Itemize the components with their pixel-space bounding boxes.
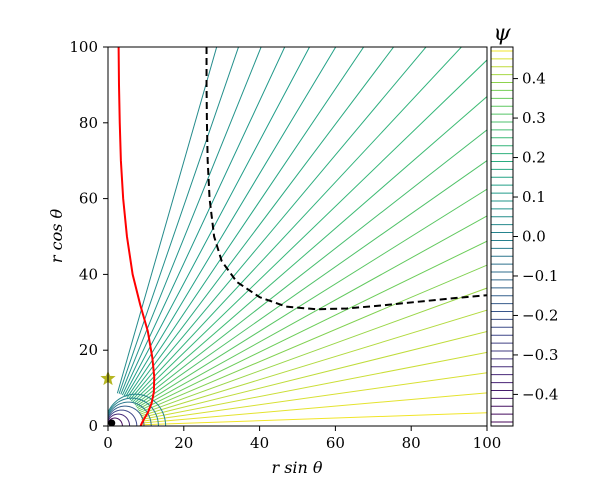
contour-line — [132, 59, 487, 403]
contour-line — [142, 412, 487, 426]
contour-line — [141, 351, 487, 420]
contour-line — [129, 47, 427, 401]
contour-line — [140, 330, 487, 419]
contour-line — [130, 47, 463, 402]
contour-line — [125, 47, 337, 398]
x-axis: 0 20 40 60 80 100 — [103, 426, 501, 452]
colorbar-frame — [490, 46, 514, 427]
contour-loop — [108, 409, 138, 426]
y-axis: 0 20 40 60 80 100 — [69, 38, 108, 435]
origin-marker — [108, 419, 116, 427]
contour-line — [134, 129, 487, 406]
contour-line — [133, 95, 487, 404]
colorbar-tick-label: −0.2 — [522, 306, 558, 324]
contour-line — [137, 215, 487, 410]
y-tick-label: 40 — [79, 265, 98, 283]
red-curve-line — [117, 47, 156, 426]
contour-line — [135, 160, 487, 407]
contour-line — [120, 47, 262, 395]
contour-line — [139, 287, 487, 415]
x-tick-label: 80 — [402, 434, 421, 452]
contour-loop — [108, 405, 145, 426]
contour-line — [136, 188, 487, 409]
colorbar: 0.4 0.3 0.2 0.1 0.0 −0.1 −0.2 −0.3 −0.4 — [490, 46, 558, 427]
dashed-boundary-line — [205, 47, 487, 311]
contour-line — [141, 372, 487, 422]
colorbar-tick-label: −0.4 — [522, 385, 558, 403]
x-tick-label: 20 — [174, 434, 193, 452]
contour-loop — [108, 397, 159, 426]
colorbar-tick-label: −0.3 — [522, 346, 558, 364]
x-axis-label: r sin θ — [271, 458, 322, 477]
colorbar-tick-label: 0.3 — [522, 109, 546, 127]
x-tick-label: 100 — [473, 434, 502, 452]
y-tick-label: 60 — [79, 190, 98, 208]
y-axis-label: r cos θ — [47, 209, 66, 264]
contour-line — [138, 240, 487, 412]
contour-line — [123, 47, 311, 397]
contour-line — [141, 392, 487, 424]
colorbar-title: ψ — [493, 21, 511, 46]
x-tick-label: 40 — [250, 434, 269, 452]
x-tick-label: 60 — [326, 434, 345, 452]
colorbar-tick-label: 0.0 — [522, 228, 546, 246]
colorbar-tick-label: −0.1 — [522, 267, 558, 285]
x-tick-label: 0 — [103, 434, 113, 452]
colorbar-tick-label: 0.4 — [522, 70, 546, 88]
y-tick-label: 0 — [88, 417, 98, 435]
contour-loop — [108, 393, 167, 426]
contour-line — [118, 47, 240, 394]
contour-line — [126, 47, 365, 399]
y-tick-label: 80 — [79, 114, 98, 132]
contour-line — [121, 47, 286, 396]
series-layer — [117, 47, 487, 426]
contour-line — [139, 264, 487, 414]
y-tick-label: 100 — [69, 38, 98, 56]
colorbar-tick-label: 0.2 — [522, 149, 546, 167]
contour-line — [128, 47, 395, 400]
colorbar-tick-label: 0.1 — [522, 188, 546, 206]
y-tick-label: 20 — [79, 341, 98, 359]
contour-line — [116, 47, 218, 394]
plot-frame — [107, 46, 488, 427]
